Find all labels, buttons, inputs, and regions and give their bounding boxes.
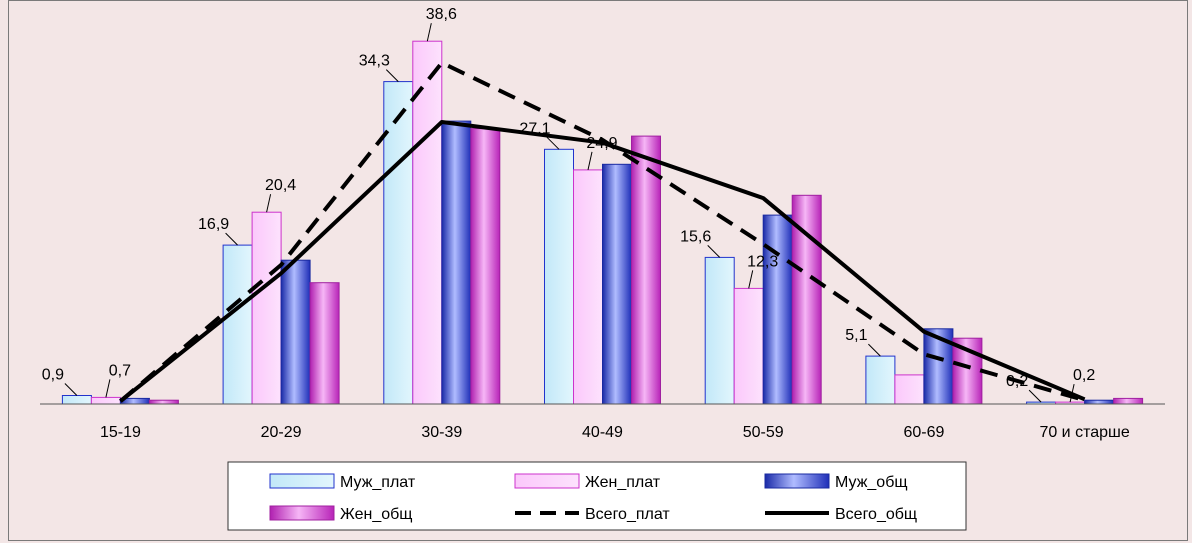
data-label: 0,9 bbox=[42, 367, 64, 384]
data-label: 34,3 bbox=[359, 53, 390, 70]
legend-label: Муж_общ bbox=[835, 474, 908, 491]
bar-жен-общ-30-39 bbox=[470, 128, 501, 405]
bar-жен-общ-20-29 bbox=[309, 282, 340, 405]
x-tick-label: 15-19 bbox=[100, 424, 141, 441]
bar-муж-плат-15-19 bbox=[61, 395, 92, 405]
legend: Муж_плат Жен_плат Муж_общ Жен_общ Всего_плат… bbox=[227, 461, 967, 531]
legend-box bbox=[227, 461, 967, 531]
data-label: 0,2 bbox=[1006, 373, 1028, 390]
data-label-leader bbox=[587, 151, 593, 171]
bar-муж-общ-20-29 bbox=[280, 259, 311, 405]
legend-swatch bbox=[514, 473, 580, 489]
data-label-leader bbox=[707, 245, 721, 258]
data-label: 27,1 bbox=[519, 120, 550, 137]
bar-муж-плат-20-29 bbox=[222, 244, 253, 405]
bar-жен-общ-40-49 bbox=[631, 135, 661, 405]
legend-label: Жен_плат bbox=[585, 474, 661, 491]
bar-муж-общ-40-49 bbox=[602, 163, 632, 405]
bar-жен-общ-15-19 bbox=[148, 399, 179, 405]
bar-муж-плат-30-39 bbox=[383, 81, 414, 405]
data-label-leader bbox=[64, 383, 78, 396]
data-label-leader bbox=[385, 69, 399, 82]
bar-муж-общ-30-39 bbox=[441, 120, 472, 405]
data-label: 0,7 bbox=[109, 362, 131, 379]
data-label-leader bbox=[1028, 389, 1042, 403]
bar-муж-общ-50-59 bbox=[762, 214, 793, 405]
legend-item-муж-общ: Муж_общ bbox=[764, 473, 908, 491]
data-label-leader bbox=[225, 232, 238, 246]
x-tick-label: 40-49 bbox=[582, 424, 623, 441]
x-tick-label: 50-59 bbox=[743, 424, 784, 441]
legend-label: Всего_плат bbox=[585, 506, 670, 523]
bar-жен-плат-20-29 bbox=[251, 211, 282, 405]
lines-layer bbox=[119, 60, 1086, 403]
bar-жен-плат-40-49 bbox=[573, 169, 603, 405]
bar-жен-общ-70-и-старше bbox=[1113, 397, 1144, 405]
bar-муж-плат-50-59 bbox=[704, 256, 735, 405]
x-tick-label: 60-69 bbox=[903, 424, 944, 441]
bar-жен-плат-15-19 bbox=[90, 396, 121, 405]
data-label-leader bbox=[868, 343, 881, 357]
x-tick-label: 30-39 bbox=[421, 424, 462, 441]
legend-swatch bbox=[269, 505, 335, 521]
bar-жен-плат-60-69 bbox=[894, 374, 925, 405]
x-axis: 15-19 20-29 30-39 40-49 50-59 60-69 70 и старш… bbox=[40, 403, 1165, 441]
bar-муж-общ-70-и-старше bbox=[1084, 399, 1115, 405]
legend-item-жен-плат: Жен_плат bbox=[514, 473, 661, 491]
data-label-leader bbox=[266, 194, 272, 213]
x-tick-label: 20-29 bbox=[261, 424, 302, 441]
data-label: 24,9 bbox=[586, 135, 617, 152]
data-label-leader bbox=[426, 23, 432, 42]
bar-муж-плат-60-69 bbox=[865, 355, 896, 405]
data-label: 38,6 bbox=[426, 6, 457, 23]
data-labels-layer: 0,9 0,7 16,9 20,4 34,3 38,6 27,1 24,9 15,6 12,3 5,… bbox=[42, 6, 1095, 403]
line-всего-плат bbox=[119, 60, 1086, 403]
legend-label: Муж_плат bbox=[340, 474, 416, 491]
legend-item-всего-общ: Всего_общ bbox=[765, 506, 917, 523]
legend-swatch bbox=[764, 473, 830, 489]
data-label-leader bbox=[546, 136, 560, 150]
data-label-leader bbox=[748, 270, 754, 289]
legend-item-всего-плат: Всего_плат bbox=[515, 506, 670, 523]
legend-label: Всего_общ bbox=[835, 506, 917, 523]
x-tick-label: 70 и старше bbox=[1039, 424, 1129, 441]
line-всего-общ bbox=[119, 120, 1086, 403]
data-label: 5,1 bbox=[845, 327, 867, 344]
data-label: 16,9 bbox=[198, 216, 229, 233]
data-label: 20,4 bbox=[265, 177, 296, 194]
data-label-leader bbox=[1069, 383, 1075, 403]
bar-муж-плат-40-49 bbox=[544, 148, 574, 405]
legend-swatch bbox=[269, 473, 335, 489]
bar-жен-плат-50-59 bbox=[733, 287, 764, 405]
bar-жен-общ-50-59 bbox=[791, 194, 822, 405]
data-label: 12,3 bbox=[747, 253, 778, 270]
data-label-leader bbox=[105, 379, 111, 398]
data-label: 0,2 bbox=[1073, 367, 1095, 384]
legend-item-муж-плат: Муж_плат bbox=[269, 473, 416, 491]
data-label: 15,6 bbox=[680, 228, 711, 245]
legend-label: Жен_общ bbox=[340, 506, 412, 523]
legend-item-жен-общ: Жен_общ bbox=[269, 505, 412, 523]
